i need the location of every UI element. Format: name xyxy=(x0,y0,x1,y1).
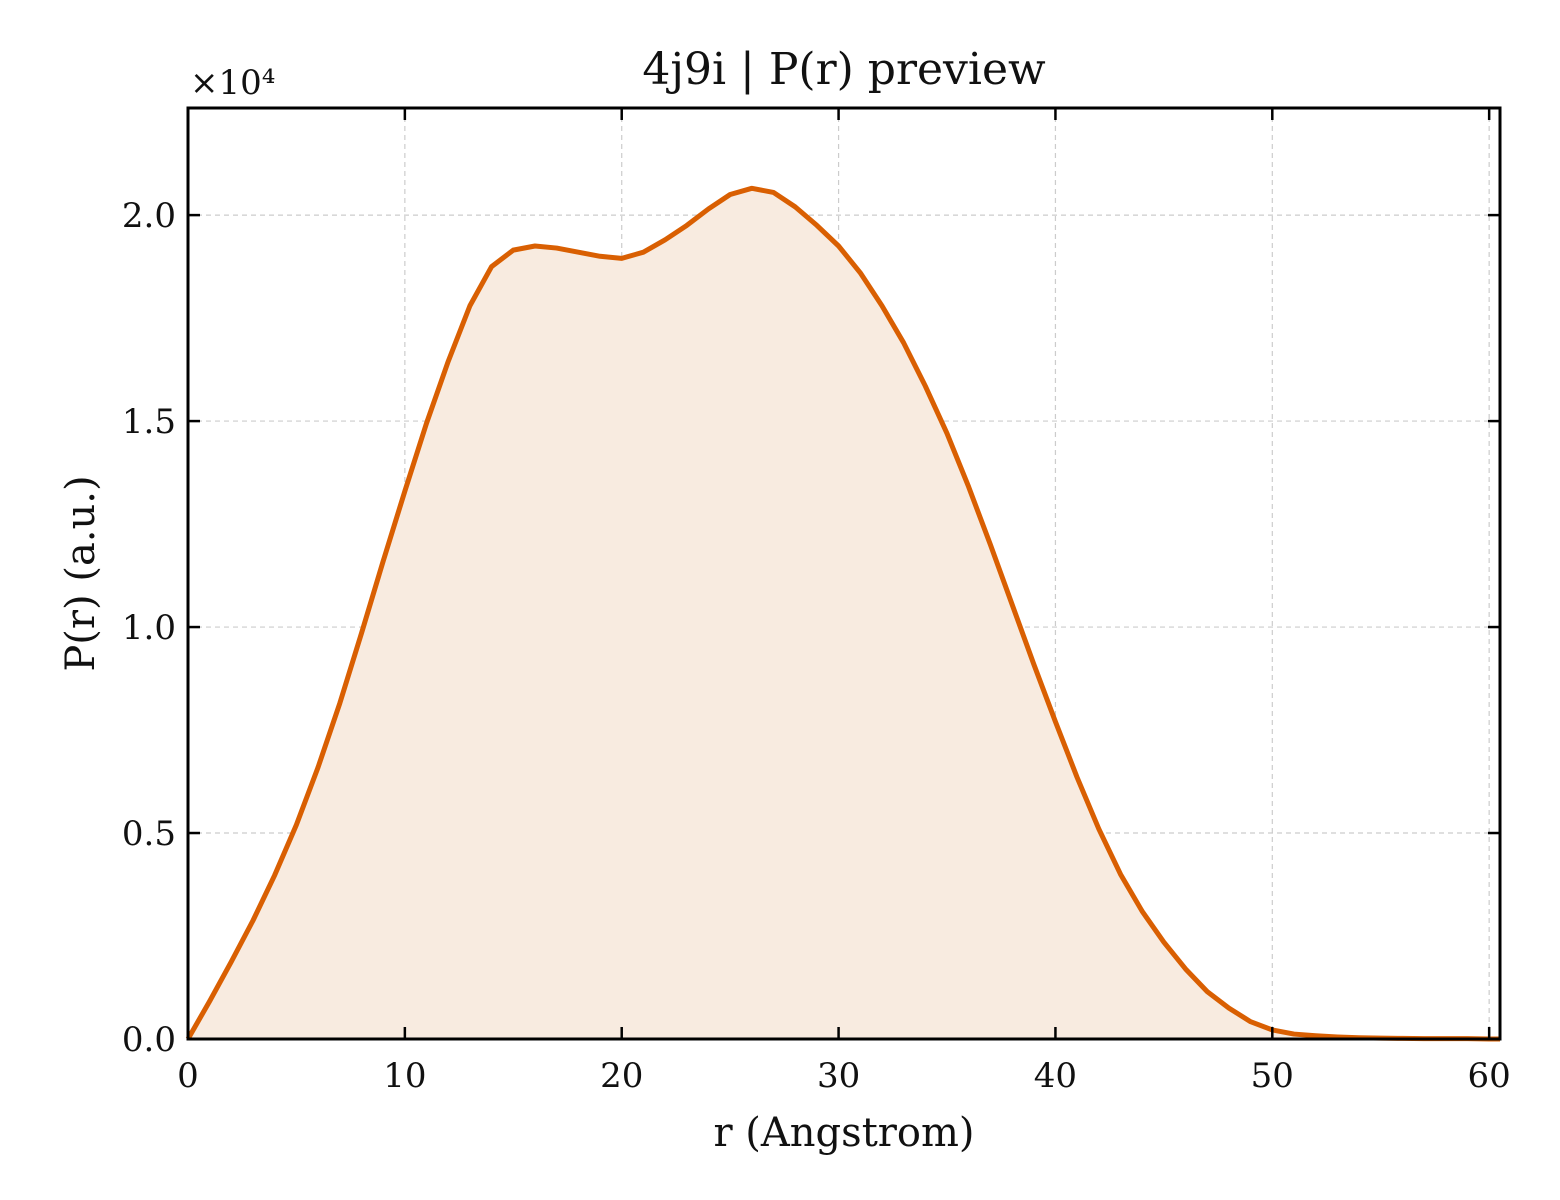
y-tick-label: 1.5 xyxy=(122,402,176,442)
y-tick-label: 1.0 xyxy=(122,608,176,648)
x-tick-label: 60 xyxy=(1468,1056,1511,1096)
y-tick-label: 0.0 xyxy=(122,1020,176,1060)
y-multiplier-label: ×10⁴ xyxy=(190,63,275,103)
x-tick-label: 0 xyxy=(177,1056,199,1096)
axis-ticks: 0 10 20 30 40 50 60 0.0 0.5 1.0 1.5 2.0 xyxy=(122,108,1511,1096)
plot-frame xyxy=(186,106,1502,1041)
x-tick-label: 40 xyxy=(1034,1056,1077,1096)
pr-area-fill xyxy=(188,188,1500,1039)
x-tick-label: 20 xyxy=(600,1056,643,1096)
x-tick-label: 50 xyxy=(1251,1056,1294,1096)
x-axis-label: r (Angstrom) xyxy=(713,1110,974,1156)
y-tick-label: 0.5 xyxy=(122,814,176,854)
x-tick-label: 30 xyxy=(817,1056,860,1096)
pr-series-line xyxy=(185,185,1500,1042)
x-tick-label: 10 xyxy=(383,1056,426,1096)
y-axis-label: P(r) (a.u.) xyxy=(58,475,104,671)
y-tick-label: 2.0 xyxy=(122,196,176,236)
chart-title: 4j9i | P(r) preview xyxy=(642,44,1046,95)
